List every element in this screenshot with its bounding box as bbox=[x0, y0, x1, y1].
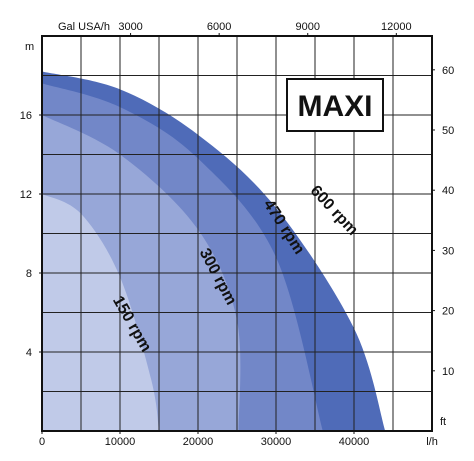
x-axis-unit: l/h bbox=[426, 436, 438, 448]
y-right-tick-label: 50 bbox=[442, 125, 454, 137]
x-top-axis-unit: Gal USA/h bbox=[58, 21, 110, 33]
x-tick-label: 0 bbox=[39, 436, 45, 448]
y-tick-label: 16 bbox=[20, 110, 32, 122]
x-tick-label: 20000 bbox=[183, 436, 214, 448]
y-right-tick-label: 60 bbox=[442, 65, 454, 77]
y-tick-label: 8 bbox=[26, 268, 32, 280]
x-top-tick-label: 9000 bbox=[295, 21, 319, 33]
plot-frame bbox=[41, 35, 433, 432]
axis-labels: l/h Gal USA/h m ft bbox=[25, 21, 446, 448]
x-tick-label: 40000 bbox=[339, 436, 370, 448]
y-right-axis-unit: ft bbox=[440, 416, 446, 428]
y-tick-label: 12 bbox=[20, 189, 32, 201]
chart-title-frame bbox=[286, 78, 384, 132]
x-top-tick-label: 3000 bbox=[118, 21, 142, 33]
x-top-tick-label: 6000 bbox=[207, 21, 231, 33]
y-right-tick-label: 10 bbox=[442, 366, 454, 378]
x-tick-label: 30000 bbox=[261, 436, 292, 448]
x-top-tick-label: 12000 bbox=[381, 21, 412, 33]
x-tick-label: 10000 bbox=[105, 436, 136, 448]
y-right-tick-label: 30 bbox=[442, 245, 454, 257]
y-axis-unit: m bbox=[25, 41, 34, 53]
y-right-tick-label: 40 bbox=[442, 185, 454, 197]
chart-title-box: MAXI bbox=[286, 78, 384, 132]
chart-title: MAXI bbox=[298, 90, 373, 123]
tick-labels: 0 10000 20000 30000 40000 3000 6000 9000 12000 4 8… bbox=[20, 21, 455, 448]
y-tick-label: 4 bbox=[26, 347, 32, 359]
y-right-tick-label: 20 bbox=[442, 306, 454, 318]
